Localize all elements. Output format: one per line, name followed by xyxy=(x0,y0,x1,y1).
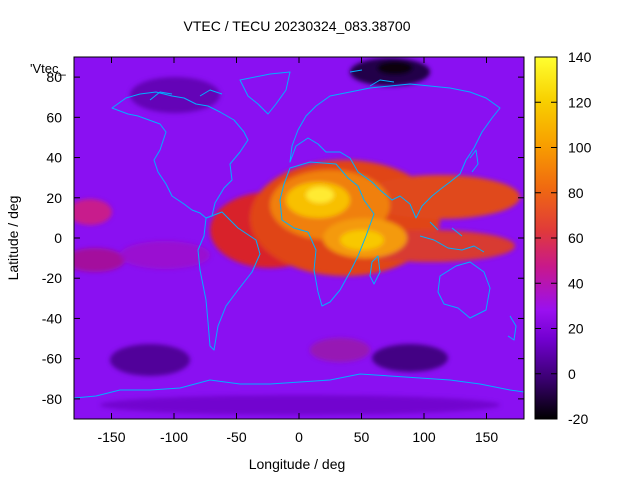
x-axis-ticks: -150 -100 -50 0 50 100 150 xyxy=(97,57,498,445)
x-tick-label: 100 xyxy=(412,429,436,445)
x-tick-label: -100 xyxy=(160,429,188,445)
y-tick-label: 0 xyxy=(54,230,62,246)
heatmap-field xyxy=(74,58,520,415)
heatmap-region-america-band xyxy=(120,241,210,269)
colorbar-tick-label: -20 xyxy=(568,411,588,427)
heatmap-region-asia-band xyxy=(360,175,520,219)
coastline-north-america xyxy=(111,91,249,219)
heatmap-region-peak-core xyxy=(306,187,334,203)
coastline-japan xyxy=(469,149,479,173)
heatmap-plot-area xyxy=(74,57,524,419)
x-tick-label: -50 xyxy=(226,429,246,445)
coastline-greenland xyxy=(239,71,291,115)
x-tick-label: 0 xyxy=(295,429,303,445)
y-tick-label: 80 xyxy=(46,69,62,85)
coastline-australia xyxy=(437,261,491,319)
y-tick-label: 60 xyxy=(46,109,62,125)
colorbar-tick-label: 0 xyxy=(568,366,576,382)
coastline-south-america xyxy=(197,211,261,351)
coastline-antarctica xyxy=(74,373,524,399)
coastline-africa xyxy=(279,161,375,307)
heatmap-region-south-atlantic-bump xyxy=(310,338,370,362)
colorbar-tick-label: 20 xyxy=(568,321,584,337)
colorbar-tick-label: 40 xyxy=(568,275,584,291)
heatmap-region-antarctic-low xyxy=(100,395,500,415)
y-tick-label: -60 xyxy=(42,351,62,367)
heatmap-region-southern-low-pacific xyxy=(110,344,190,376)
x-tick-label: 50 xyxy=(354,429,370,445)
colorbar-ticks: -20 0 20 40 60 80 100 120 140 xyxy=(535,49,592,427)
colorbar-tick-label: 60 xyxy=(568,230,584,246)
heatmap-region-arctic-low-core xyxy=(377,61,413,75)
y-tick-label: -20 xyxy=(42,270,62,286)
colorbar-tick-label: 100 xyxy=(568,140,592,156)
coastline-madagascar xyxy=(369,255,381,285)
heatmap-region-pacific-south xyxy=(74,248,125,272)
coastline-indonesia xyxy=(419,221,485,253)
heatmap-region-southern-low-indian xyxy=(372,344,448,372)
colorbar-tick-label: 120 xyxy=(568,94,592,110)
heatmap-region-europe-low xyxy=(130,77,220,113)
series-label: 'Vtec_ xyxy=(30,61,66,76)
y-axis-label: Latitude / deg xyxy=(5,196,21,281)
heatmap-region-south-crest-peak xyxy=(340,230,384,250)
colorbar-tick-label: 140 xyxy=(568,49,592,65)
coastline-europe-asia xyxy=(289,83,501,219)
y-tick-label: 40 xyxy=(46,150,62,166)
y-tick-label: 20 xyxy=(46,190,62,206)
y-tick-label: -40 xyxy=(42,310,62,326)
colorbar-tick-label: 80 xyxy=(568,185,584,201)
x-axis-label: Longitude / deg xyxy=(249,456,346,472)
y-axis-ticks: -80 -60 -40 -20 0 20 40 60 80 xyxy=(42,69,524,407)
x-tick-label: -150 xyxy=(97,429,125,445)
coastline-arctic-islands xyxy=(149,69,395,101)
coastline-new-zealand xyxy=(507,315,517,341)
coastlines xyxy=(74,69,524,399)
y-tick-label: -80 xyxy=(42,391,62,407)
heatmap-region-pacific-north xyxy=(74,199,112,225)
chart-title: VTEC / TECU 20230324_083.38700 xyxy=(183,18,410,34)
x-tick-label: 150 xyxy=(475,429,499,445)
